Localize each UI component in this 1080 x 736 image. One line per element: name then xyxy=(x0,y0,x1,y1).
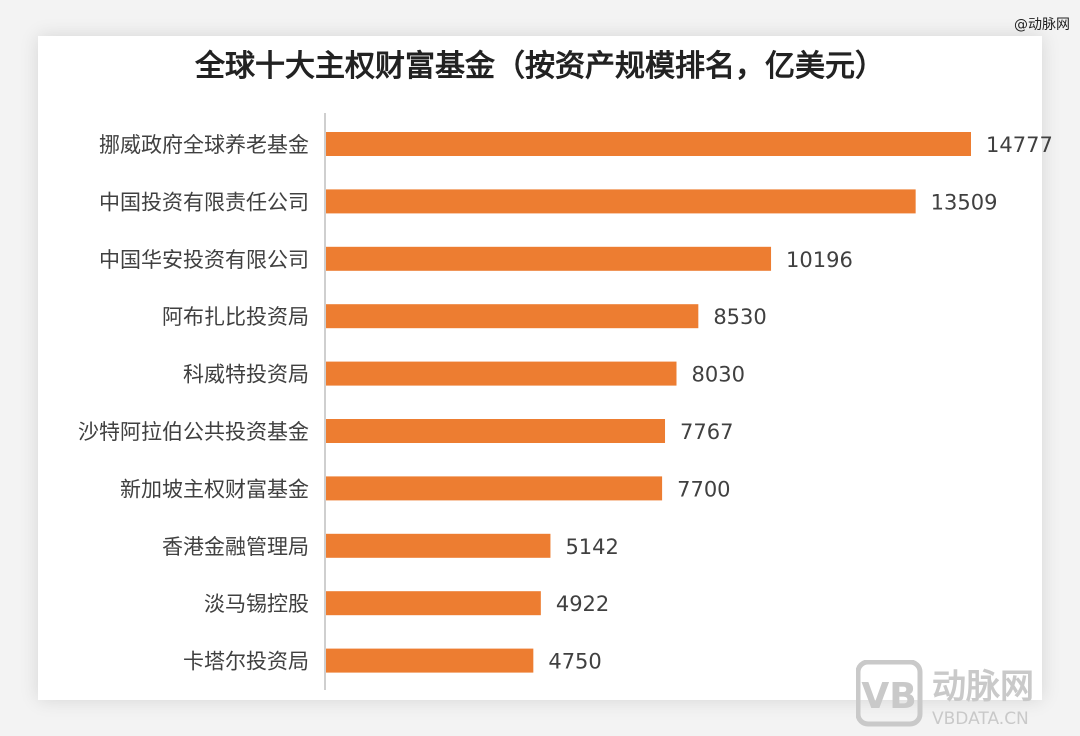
category-label: 阿布扎比投资局 xyxy=(162,305,309,329)
bar xyxy=(326,246,772,271)
logo-name-text: 动脉网 xyxy=(932,667,1034,707)
vbdata-logo: VB 动脉网 VBDATA.CN xyxy=(856,660,1034,729)
data-label: 7767 xyxy=(680,420,733,444)
logo-mark-text: VB xyxy=(861,676,916,717)
data-label: 7700 xyxy=(677,477,730,501)
data-label: 5142 xyxy=(565,535,618,559)
bar xyxy=(326,533,551,558)
logo-url-text: VBDATA.CN xyxy=(932,709,1029,729)
bar xyxy=(326,361,677,386)
chart-title: 全球十大主权财富基金（按资产规模排名，亿美元） xyxy=(194,49,885,84)
data-label: 8030 xyxy=(692,363,745,387)
bar xyxy=(326,189,916,214)
bar xyxy=(326,476,663,501)
bar xyxy=(326,419,666,443)
category-label: 中国投资有限责任公司 xyxy=(99,190,309,214)
bar xyxy=(326,591,541,616)
data-label: 13509 xyxy=(931,190,998,214)
category-label: 卡塔尔投资局 xyxy=(183,650,309,674)
bar xyxy=(326,648,534,673)
category-label: 挪威政府全球养老基金 xyxy=(99,133,309,157)
logo-mark-box xyxy=(856,660,923,727)
bars-group: 挪威政府全球养老基金 14777 中国投资有限责任公司 13509 中国华安投资有限公司… xyxy=(78,132,1053,674)
category-label: 香港金融管理局 xyxy=(162,535,309,559)
bar xyxy=(326,304,699,329)
data-label: 10196 xyxy=(786,248,853,272)
bar xyxy=(326,132,971,156)
watermark-text: @动脉网 xyxy=(1014,17,1070,33)
category-label: 沙特阿拉伯公共投资基金 xyxy=(78,420,309,444)
category-label: 淡马锡控股 xyxy=(204,592,309,616)
data-label: 8530 xyxy=(713,305,766,329)
data-label: 4750 xyxy=(548,650,601,674)
data-label: 4922 xyxy=(556,592,609,616)
category-label: 科威特投资局 xyxy=(183,363,309,387)
data-label: 14777 xyxy=(986,133,1053,157)
category-label: 新加坡主权财富基金 xyxy=(120,477,309,501)
category-label: 中国华安投资有限公司 xyxy=(99,248,309,272)
